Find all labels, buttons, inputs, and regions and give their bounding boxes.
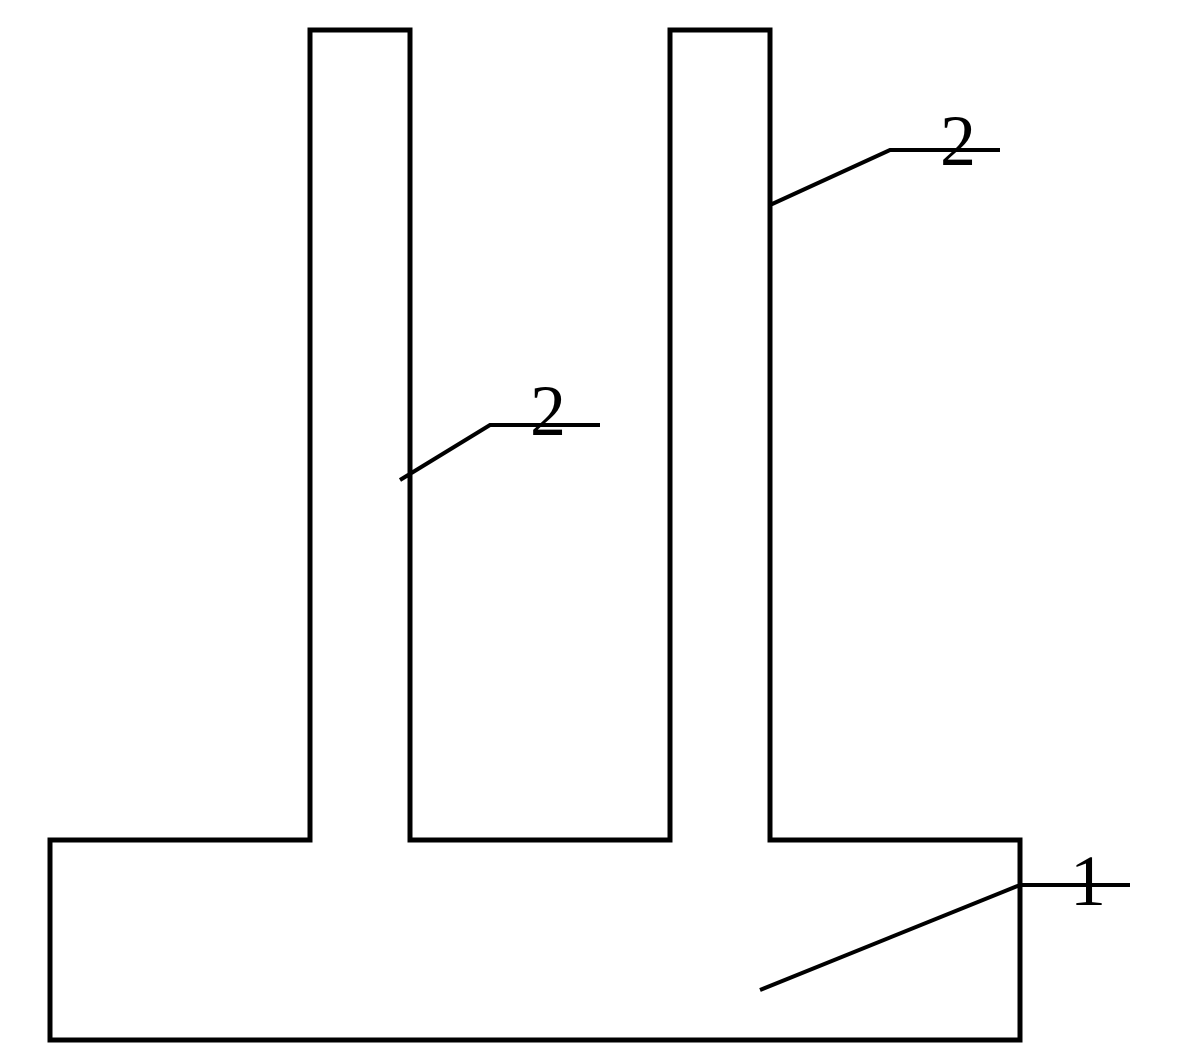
diagram-svg bbox=[0, 0, 1193, 1053]
leader-line-2-left bbox=[400, 425, 600, 480]
callout-label-1: 1 bbox=[1070, 840, 1106, 923]
base-and-pillars-outline bbox=[50, 30, 1020, 1040]
callout-label-2-right: 2 bbox=[940, 100, 976, 183]
callout-label-2-left: 2 bbox=[530, 370, 566, 453]
structure-outline bbox=[50, 30, 1020, 1040]
technical-diagram: 2 2 1 bbox=[0, 0, 1193, 1053]
